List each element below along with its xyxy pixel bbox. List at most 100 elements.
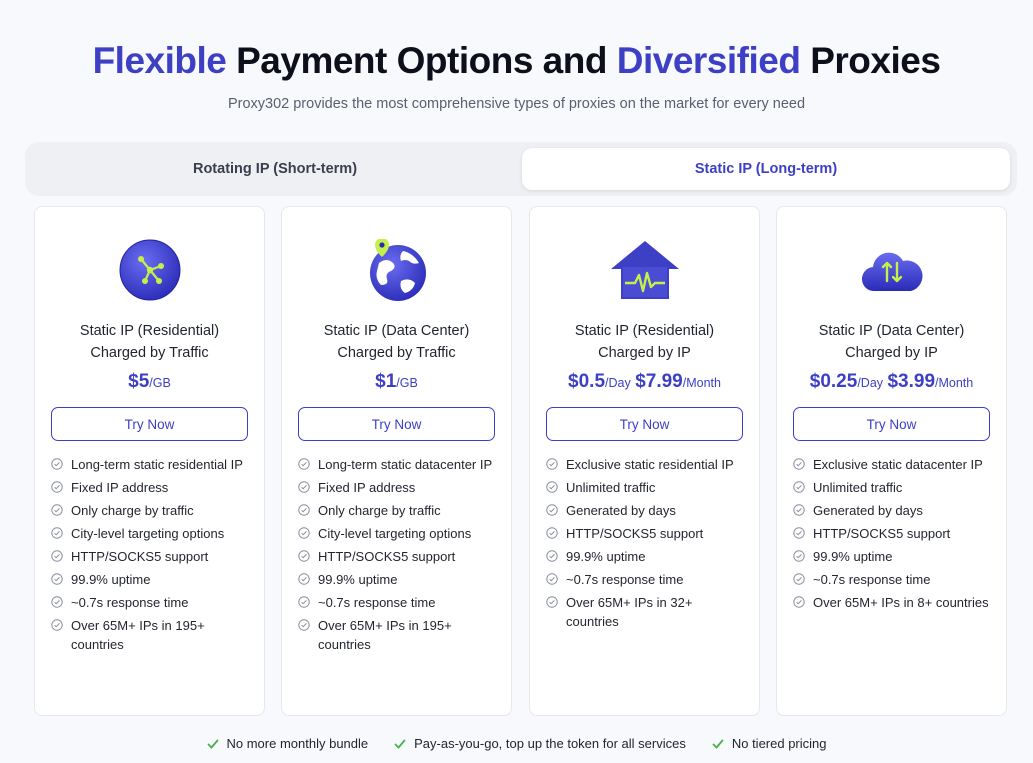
feature-item: Over 65M+ IPs in 195+ countries: [51, 616, 251, 654]
plan-card-datacenter-ip: Static IP (Data Center) Charged by IP $0.…: [776, 206, 1007, 716]
house-pulse-icon: [610, 241, 679, 299]
plan-card-datacenter-traffic: Static IP (Data Center) Charged by Traffi…: [281, 206, 512, 716]
benefit-item: Pay-as-you-go, top up the token for all …: [394, 736, 686, 751]
check-circle-icon: [51, 481, 63, 493]
plan-price: $5/GB: [128, 371, 171, 392]
plan-title: Static IP (Data Center) Charged by Traffi…: [323, 323, 470, 361]
feature-item: 99.9% uptime: [793, 547, 993, 566]
feature-item: ~0.7s response time: [546, 570, 746, 589]
feature-item: ~0.7s response time: [298, 593, 498, 612]
check-circle-icon: [546, 550, 558, 562]
plan-title: Static IP (Residential) Charged by IP: [574, 323, 715, 361]
check-icon: [394, 739, 406, 749]
tab-rotating-ip[interactable]: Rotating IP (Short-term): [192, 161, 358, 177]
feature-item: Unlimited traffic: [546, 478, 746, 497]
benefit-item: No more monthly bundle: [207, 736, 368, 751]
plan-price: $1/GB: [375, 371, 418, 392]
check-circle-icon: [793, 596, 805, 608]
check-icon: [207, 739, 218, 749]
title-accent-1: Flexible: [92, 40, 227, 81]
feature-item: 99.9% uptime: [546, 547, 746, 566]
check-circle-icon: [51, 573, 63, 585]
title-accent-2: Diversified: [616, 40, 801, 81]
feature-item: HTTP/SOCKS5 support: [793, 524, 993, 543]
feature-item: City-level targeting options: [298, 524, 498, 543]
feature-item: Over 65M+ IPs in 8+ countries: [793, 593, 993, 612]
feature-item: Exclusive static residential IP: [546, 455, 746, 474]
plan-title: Static IP (Data Center) Charged by IP: [818, 323, 965, 361]
check-circle-icon: [793, 458, 805, 470]
check-circle-icon: [298, 481, 310, 493]
feature-item: ~0.7s response time: [51, 593, 251, 612]
check-circle-icon: [793, 504, 805, 516]
feature-item: City-level targeting options: [51, 524, 251, 543]
check-circle-icon: [793, 573, 805, 585]
try-now-button[interactable]: Try Now: [298, 407, 495, 441]
check-circle-icon: [298, 596, 310, 608]
feature-item: Fixed IP address: [51, 478, 251, 497]
feature-item: HTTP/SOCKS5 support: [51, 547, 251, 566]
feature-list: Long-term static residential IP Fixed IP…: [51, 455, 251, 658]
check-circle-icon: [546, 573, 558, 585]
feature-item: ~0.7s response time: [793, 570, 993, 589]
check-circle-icon: [546, 596, 558, 608]
check-circle-icon: [298, 504, 310, 516]
check-circle-icon: [546, 481, 558, 493]
globe-pin-icon: [369, 239, 426, 301]
feature-item: Exclusive static datacenter IP: [793, 455, 993, 474]
check-circle-icon: [51, 504, 63, 516]
check-circle-icon: [298, 573, 310, 585]
check-circle-icon: [298, 527, 310, 539]
page-subtitle: Proxy302 provides the most comprehensive…: [227, 96, 806, 112]
check-circle-icon: [793, 550, 805, 562]
check-circle-icon: [298, 458, 310, 470]
plan-title: Static IP (Residential) Charged by Traffi…: [79, 323, 220, 361]
check-circle-icon: [298, 550, 310, 562]
check-circle-icon: [298, 619, 310, 631]
try-now-button[interactable]: Try Now: [51, 407, 248, 441]
check-circle-icon: [51, 527, 63, 539]
feature-item: HTTP/SOCKS5 support: [298, 547, 498, 566]
feature-item: Over 65M+ IPs in 32+ countries: [546, 593, 746, 631]
plan-card-residential-traffic: Static IP (Residential) Charged by Traffi…: [34, 206, 265, 716]
check-circle-icon: [51, 619, 63, 631]
try-now-button[interactable]: Try Now: [793, 407, 990, 441]
feature-list: Exclusive static residential IP Unlimite…: [546, 455, 746, 635]
feature-item: Long-term static residential IP: [51, 455, 251, 474]
check-circle-icon: [51, 596, 63, 608]
feature-item: HTTP/SOCKS5 support: [546, 524, 746, 543]
feature-item: Over 65M+ IPs in 195+ countries: [298, 616, 498, 654]
check-icon: [712, 739, 724, 749]
feature-item: Fixed IP address: [298, 478, 498, 497]
page-title: Flexible Payment Options and Diversified…: [0, 40, 1033, 82]
feature-item: Long-term static datacenter IP: [298, 455, 498, 474]
benefit-item: No tiered pricing: [712, 736, 827, 751]
check-circle-icon: [546, 504, 558, 516]
benefits-footer: No more monthly bundle Pay-as-you-go, to…: [0, 736, 1033, 751]
feature-item: Unlimited traffic: [793, 478, 993, 497]
check-circle-icon: [51, 458, 63, 470]
feature-item: 99.9% uptime: [51, 570, 251, 589]
check-circle-icon: [546, 458, 558, 470]
title-text-2: Proxies: [810, 40, 941, 81]
check-circle-icon: [546, 527, 558, 539]
feature-item: 99.9% uptime: [298, 570, 498, 589]
feature-item: Generated by days: [546, 501, 746, 520]
feature-item: Only charge by traffic: [51, 501, 251, 520]
plan-price: $0.5/Day $7.99/Month: [568, 371, 721, 392]
check-circle-icon: [51, 550, 63, 562]
tab-static-ip[interactable]: Static IP (Long-term): [522, 148, 1010, 190]
proxy-type-tabs: Rotating IP (Short-term) Static IP (Long…: [25, 142, 1017, 196]
feature-item: Generated by days: [793, 501, 993, 520]
feature-item: Only charge by traffic: [298, 501, 498, 520]
title-text-1: Payment Options and: [236, 40, 607, 81]
feature-list: Long-term static datacenter IP Fixed IP …: [298, 455, 498, 658]
plan-price: $0.25/Day $3.99/Month: [809, 371, 974, 392]
network-globe-icon: [119, 239, 180, 301]
cloud-sync-icon: [861, 252, 923, 292]
feature-list: Exclusive static datacenter IP Unlimited…: [793, 455, 993, 616]
check-circle-icon: [793, 481, 805, 493]
try-now-button[interactable]: Try Now: [546, 407, 743, 441]
plan-card-residential-ip: Static IP (Residential) Charged by IP $0.…: [529, 206, 760, 716]
check-circle-icon: [793, 527, 805, 539]
